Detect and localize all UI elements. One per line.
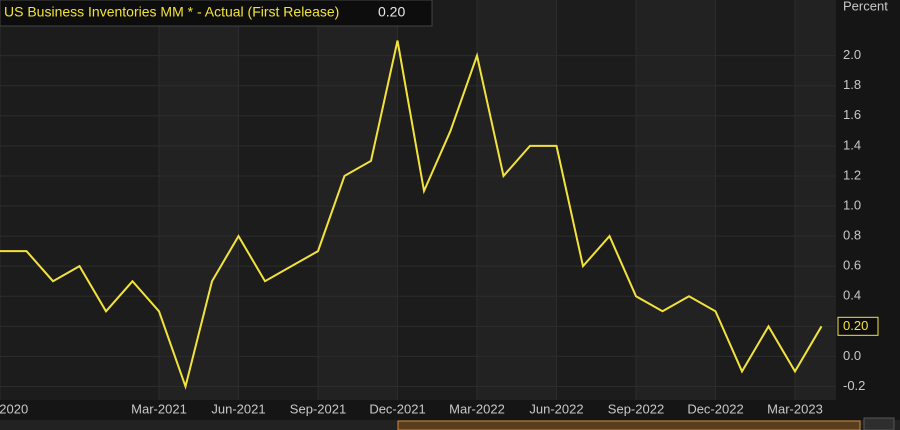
bands [159,0,836,400]
y-tick-label: 1.2 [843,167,861,182]
y-tick-label: 0.0 [843,348,861,363]
y-tick-label: 0.4 [843,288,861,303]
band [636,0,716,400]
scroll-thumb[interactable] [397,420,861,430]
title-value: 0.20 [378,4,405,20]
y-tick-label: 0.8 [843,228,861,243]
y-tick-label: 0.6 [843,258,861,273]
last-value-label: 0.20 [843,318,868,333]
band [795,0,836,400]
x-tick-label: Mar-2021 [131,401,187,416]
x-tick-label: Sep-2021 [290,401,346,416]
series-line [0,40,823,390]
marks [0,40,823,390]
y-tick-label: 2.0 [843,47,861,62]
y-tick-label: 1.0 [843,197,861,212]
scroll-button[interactable] [863,417,895,430]
x-tick-label: Sep-2022 [608,401,664,416]
x-tick-label: Jun-2021 [211,401,265,416]
chart-title: US Business Inventories MM * - Actual (F… [4,4,339,20]
x-tick-label: Sep-2020 [0,401,28,416]
title-box [0,0,433,27]
y-axis-label: Percent [843,0,888,13]
grid [0,0,836,400]
x-tick-label: Mar-2022 [449,401,505,416]
band [318,0,398,400]
y-tick-label: -0.2 [843,378,865,393]
x-tick-label: Mar-2023 [767,401,823,416]
last-value-box [837,316,879,336]
x-tick-label: Dec-2022 [687,401,743,416]
y-tick-label: 1.8 [843,77,861,92]
x-tick-label: Dec-2021 [369,401,425,416]
band [159,0,239,400]
band [477,0,557,400]
x-tick-label: Jun-2022 [529,401,583,416]
y-tick-label: 1.4 [843,137,861,152]
y-tick-label: 1.6 [843,107,861,122]
